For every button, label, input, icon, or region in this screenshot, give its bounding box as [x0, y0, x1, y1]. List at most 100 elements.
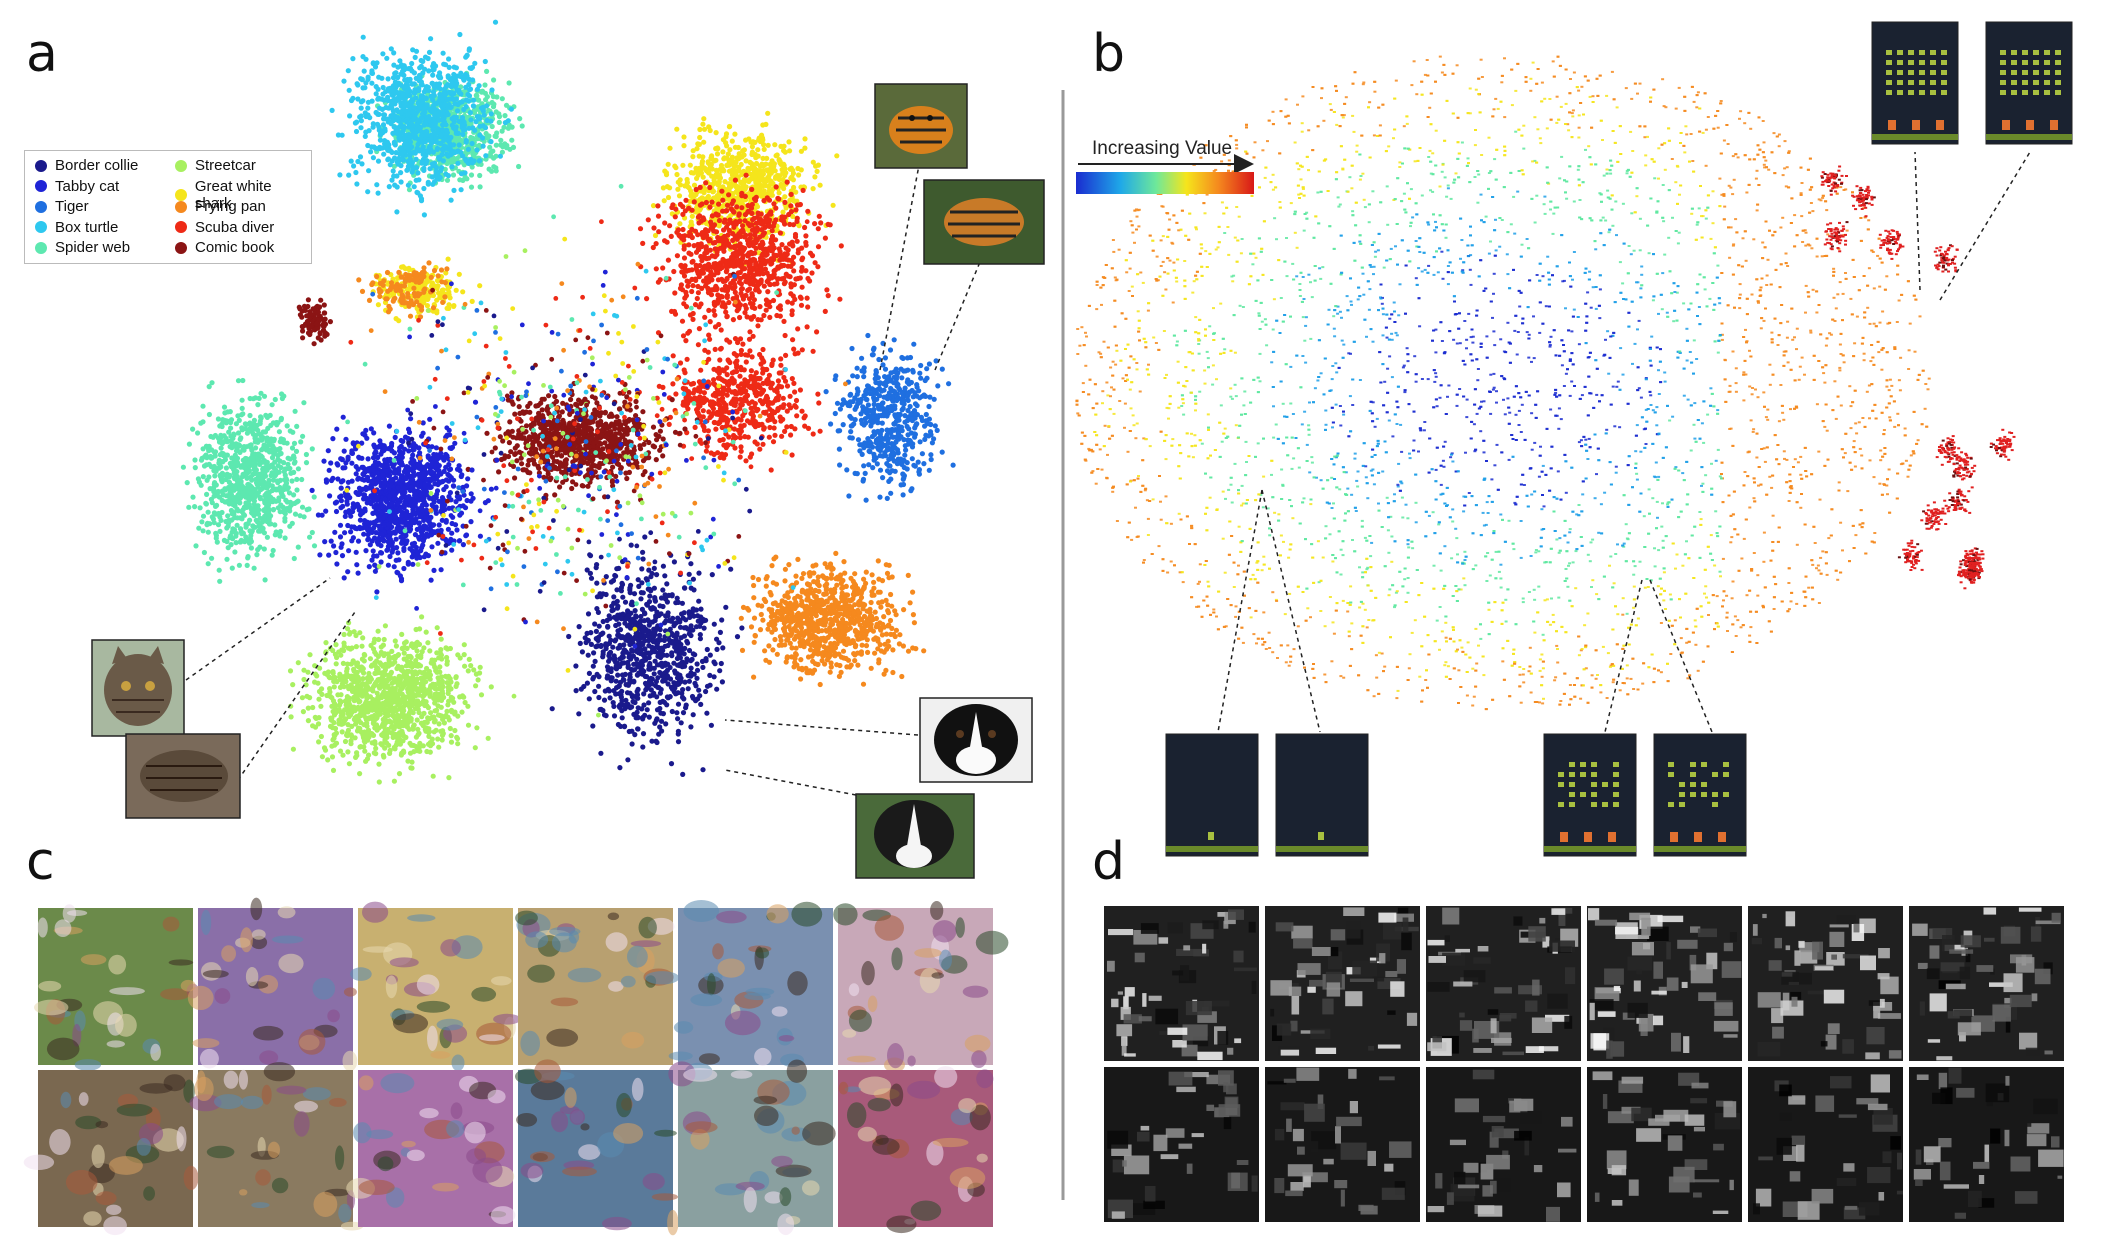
- scatter-point: [699, 195, 705, 201]
- scatter-point: [905, 432, 911, 438]
- scatter-point: [852, 406, 858, 412]
- scatter-point: [918, 375, 924, 381]
- scatter-point: [672, 429, 679, 435]
- scatter-point: [812, 174, 818, 180]
- scatter-point: [409, 81, 415, 87]
- scatter-point: [724, 267, 730, 274]
- scatter-point: [726, 386, 732, 392]
- scatter-point: [773, 205, 779, 211]
- scatter-point: [837, 462, 843, 468]
- scatter-point: [850, 373, 856, 379]
- scatter-point: [459, 115, 466, 121]
- scatter-point: [623, 470, 629, 476]
- scatter-point: [852, 417, 858, 423]
- scatter-point: [477, 116, 483, 122]
- scatter-point: [365, 74, 371, 80]
- scatter-point: [363, 56, 369, 62]
- scatter-point: [904, 466, 910, 472]
- scatter-point: [457, 177, 463, 183]
- scatter-point: [768, 236, 775, 243]
- scatter-point: [375, 158, 382, 164]
- scatter-point: [493, 109, 499, 115]
- scatter-point: [360, 98, 366, 104]
- scatter-point: [738, 444, 744, 450]
- scatter-point: [795, 326, 801, 332]
- scatter-point: [471, 152, 477, 158]
- scatter-point: [721, 233, 728, 239]
- scatter-point: [373, 84, 379, 90]
- scatter-point: [467, 110, 473, 116]
- scatter-point: [740, 223, 746, 229]
- scatter-point: [528, 422, 534, 428]
- scatter-point: [720, 300, 726, 306]
- scatter-point: [794, 413, 800, 419]
- scatter-point: [778, 370, 784, 376]
- scatter-point: [497, 153, 503, 159]
- scatter-point: [460, 75, 466, 81]
- scatter-point: [587, 436, 594, 442]
- scatter-point: [768, 467, 774, 473]
- scatter-point: [466, 93, 473, 99]
- scatter-point: [767, 245, 773, 251]
- scatter-point: [728, 244, 734, 250]
- scatter-point: [926, 361, 933, 367]
- scatter-point: [917, 370, 923, 376]
- scatter-point: [865, 436, 871, 442]
- scatter-point: [641, 441, 647, 447]
- scatter-point: [380, 84, 386, 91]
- scatter-point: [357, 154, 364, 160]
- scatter-point: [879, 420, 885, 426]
- scatter-point: [406, 187, 413, 193]
- scatter-point: [801, 415, 807, 421]
- scatter-point: [606, 429, 612, 436]
- scatter-point: [724, 202, 731, 208]
- scatter-point: [394, 209, 400, 215]
- scatter-point: [546, 393, 552, 399]
- scatter-point: [496, 469, 502, 475]
- scatter-point: [848, 429, 854, 435]
- scatter-point: [666, 421, 672, 427]
- scatter-point: [436, 98, 442, 104]
- scatter-point: [793, 276, 799, 282]
- scatter-point: [805, 304, 811, 310]
- scatter-point: [746, 243, 752, 249]
- scatter-point: [693, 168, 699, 174]
- scatter-point: [711, 261, 717, 267]
- scatter-point: [762, 367, 768, 373]
- scatter-point: [898, 482, 904, 488]
- scatter-point: [409, 121, 415, 127]
- scatter-point: [443, 171, 449, 177]
- scatter-point: [788, 175, 794, 181]
- scatter-point: [682, 295, 688, 301]
- scatter-point: [788, 209, 795, 215]
- scatter-point: [397, 58, 403, 64]
- scatter-point: [548, 426, 554, 432]
- scatter-point: [677, 201, 684, 207]
- scatter-point: [926, 416, 933, 422]
- scatter-point: [866, 448, 873, 454]
- scatter-point: [417, 72, 423, 78]
- scatter-point: [729, 370, 736, 376]
- scatter-point: [784, 408, 790, 414]
- scatter-point: [793, 189, 799, 195]
- scatter-point: [560, 400, 566, 406]
- scatter-point: [746, 400, 752, 406]
- scatter-point: [484, 134, 490, 141]
- scatter-point: [887, 347, 894, 353]
- scatter-point: [461, 106, 467, 113]
- scatter-point: [761, 283, 767, 289]
- scatter-point: [760, 155, 766, 161]
- scatter-point: [747, 329, 753, 335]
- scatter-point: [409, 60, 415, 67]
- scatter-point: [899, 375, 905, 381]
- scatter-point: [900, 492, 906, 498]
- scatter-point: [723, 140, 729, 146]
- scatter-point: [556, 413, 563, 419]
- scatter-point: [767, 314, 773, 320]
- scatter-point: [760, 346, 766, 353]
- scatter-point: [624, 431, 630, 437]
- scatter-point: [346, 87, 352, 93]
- scatter-point: [468, 172, 475, 178]
- scatter-point: [825, 221, 831, 227]
- scatter-point: [429, 174, 435, 180]
